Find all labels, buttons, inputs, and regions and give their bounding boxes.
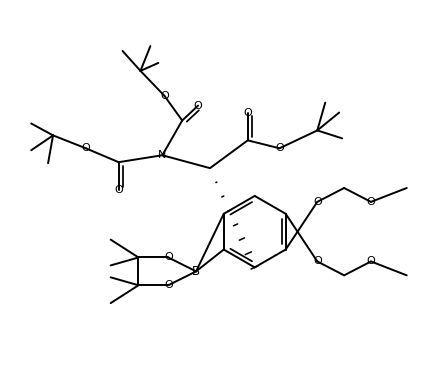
Text: B: B [192,265,200,278]
Text: O: O [160,91,169,101]
Text: O: O [194,101,203,111]
Text: O: O [313,257,321,266]
Text: O: O [164,252,173,263]
Text: O: O [82,143,90,153]
Text: O: O [313,197,321,207]
Text: O: O [243,108,252,117]
Text: O: O [367,197,375,207]
Text: N: N [158,150,167,160]
Text: O: O [367,257,375,266]
Text: O: O [275,143,284,153]
Text: O: O [164,280,173,290]
Text: O: O [114,185,123,195]
